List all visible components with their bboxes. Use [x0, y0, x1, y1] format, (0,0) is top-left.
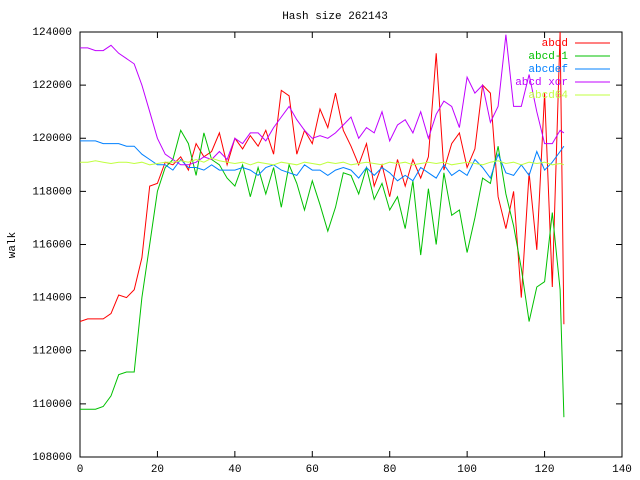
y-tick-label: 124000: [32, 27, 72, 39]
series-line: [80, 140, 565, 182]
y-tick-label: 114000: [32, 293, 72, 305]
series-line: [80, 157, 565, 166]
x-tick-label: 40: [228, 464, 241, 476]
x-tick-label: 120: [535, 464, 555, 476]
x-tick-label: 20: [151, 464, 164, 476]
x-tick-label: 0: [77, 464, 84, 476]
y-tick-label: 122000: [32, 80, 72, 92]
x-tick-label: 60: [306, 464, 319, 476]
legend-label: abcd64: [528, 90, 568, 102]
series-line: [79, 31, 565, 325]
x-tick-label: 100: [457, 464, 477, 476]
chart-title: Hash size 262143: [282, 11, 388, 23]
y-tick-label: 108000: [32, 452, 72, 464]
y-tick-label: 110000: [32, 399, 72, 411]
y-tick-label: 112000: [32, 346, 72, 358]
legend-label: abcd: [542, 38, 568, 50]
x-tick-label: 80: [383, 464, 396, 476]
y-tick-label: 120000: [32, 133, 72, 145]
legend-label: abcd-1: [528, 51, 568, 63]
x-tick-label: 140: [612, 464, 632, 476]
y-tick-label: 116000: [32, 239, 72, 251]
series-line: [80, 129, 565, 418]
legend-label: abcd xor: [515, 77, 568, 89]
y-tick-label: 118000: [32, 186, 72, 198]
series-line: [80, 34, 565, 166]
legend-label: abcdef: [528, 64, 568, 76]
y-axis-label: walk: [7, 231, 19, 258]
